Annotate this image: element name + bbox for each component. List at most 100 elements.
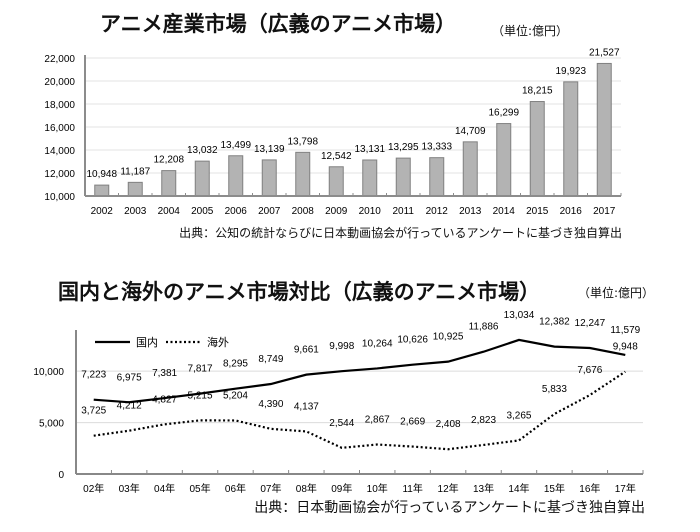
- chart1-unit: （単位:億円）: [492, 24, 569, 38]
- data-label: 9,998: [329, 341, 354, 352]
- x-tick-label: 2017: [593, 206, 616, 217]
- data-label: 4,390: [258, 399, 283, 410]
- bar: [496, 123, 512, 197]
- data-label: 19,923: [555, 66, 586, 77]
- bar: [362, 159, 378, 197]
- x-tick-label: 2014: [493, 206, 516, 217]
- x-tick-label: 2005: [191, 206, 214, 217]
- bar: [295, 151, 311, 197]
- y-tick-label: 22,000: [44, 54, 75, 65]
- x-tick-label: 2011: [392, 206, 414, 217]
- data-label: 8,749: [258, 354, 283, 365]
- data-label: 13,499: [220, 140, 251, 151]
- data-label: 6,975: [117, 372, 142, 383]
- data-label: 7,817: [188, 364, 213, 375]
- x-tick-label: 2016: [560, 206, 583, 217]
- bar: [127, 181, 143, 197]
- data-label: 5,833: [542, 384, 567, 395]
- x-tick-label: 13年: [473, 482, 494, 495]
- legend-overseas-label: 海外: [207, 335, 229, 349]
- x-tick-label: 03年: [119, 482, 140, 495]
- data-label: 9,661: [294, 345, 319, 356]
- chart1-source: 出典：公知の統計ならびに日本動画協会が行っているアンケートに基づき独自算出: [179, 226, 622, 240]
- bar: [395, 157, 411, 197]
- y-tick-label: 16,000: [44, 123, 75, 134]
- x-tick-label: 2010: [359, 206, 382, 217]
- y-tick-label: 12,000: [44, 169, 75, 180]
- y-tick-label: 10,000: [33, 367, 64, 378]
- data-label: 7,676: [577, 365, 602, 376]
- data-label: 16,299: [488, 108, 519, 119]
- data-label: 13,333: [421, 142, 452, 153]
- x-tick-label: 11年: [402, 482, 422, 495]
- y-tick-label: 14,000: [44, 146, 75, 157]
- bar: [596, 62, 612, 197]
- data-label: 10,264: [362, 338, 393, 349]
- data-label: 8,295: [223, 359, 248, 370]
- data-label: 5,215: [188, 390, 213, 401]
- x-tick-label: 2006: [225, 206, 248, 217]
- x-tick-label: 2007: [258, 206, 281, 217]
- bar: [563, 81, 579, 197]
- data-label: 2,669: [400, 417, 425, 428]
- data-label: 13,139: [254, 144, 285, 155]
- data-label: 5,204: [223, 390, 248, 401]
- x-tick-label: 02年: [83, 482, 104, 495]
- chart2-unit: （単位:億円）: [578, 286, 655, 300]
- bar: [462, 141, 478, 197]
- x-tick-label: 14年: [508, 482, 529, 495]
- x-tick-label: 16年: [579, 482, 600, 495]
- bar: [194, 160, 210, 197]
- data-label: 9,948: [613, 342, 638, 353]
- data-label: 13,032: [187, 145, 218, 156]
- chart1-title: アニメ産業市場（広義のアニメ市場）: [100, 12, 457, 36]
- x-tick-label: 2015: [526, 206, 549, 217]
- data-label: 11,886: [469, 322, 499, 333]
- data-label: 13,131: [354, 144, 385, 155]
- bar: [161, 170, 177, 197]
- y-tick-label: 20,000: [44, 77, 75, 88]
- x-tick-label: 15年: [544, 482, 565, 495]
- data-label: 13,798: [287, 136, 318, 147]
- x-tick-label: 06年: [225, 482, 246, 495]
- data-label: 21,527: [589, 47, 620, 58]
- data-label: 4,827: [152, 394, 177, 405]
- bar: [261, 159, 277, 197]
- y-tick-label: 10,000: [44, 192, 75, 203]
- data-label: 11,579: [610, 325, 640, 336]
- data-label: 2,544: [329, 418, 354, 429]
- data-label: 10,626: [397, 335, 428, 346]
- x-tick-label: 09年: [331, 482, 352, 495]
- data-label: 12,382: [539, 317, 570, 328]
- bar: [228, 155, 244, 197]
- x-tick-label: 08年: [296, 482, 317, 495]
- data-label: 18,215: [522, 86, 553, 97]
- x-tick-label: 10年: [367, 482, 388, 495]
- data-label: 10,925: [433, 332, 464, 343]
- data-label: 7,223: [81, 370, 106, 381]
- data-label: 12,208: [153, 155, 184, 166]
- chart2-source: 出典：日本動画協会が行っているアンケートに基づき独自算出: [254, 500, 645, 516]
- data-label: 4,137: [294, 401, 319, 412]
- data-label: 7,381: [152, 368, 177, 379]
- y-tick-label: 18,000: [44, 100, 75, 111]
- legend-domestic-label: 国内: [136, 335, 158, 349]
- y-tick-label: 0: [58, 470, 64, 481]
- data-label: 14,709: [455, 126, 486, 137]
- data-label: 2,823: [471, 415, 496, 426]
- x-tick-label: 2004: [158, 206, 181, 217]
- x-tick-label: 12年: [438, 482, 459, 495]
- x-tick-label: 2012: [426, 206, 449, 217]
- x-tick-label: 2013: [459, 206, 482, 217]
- x-tick-label: 07年: [260, 482, 281, 495]
- data-label: 11,187: [120, 166, 150, 177]
- data-label: 13,034: [504, 310, 535, 321]
- data-label: 10,948: [86, 169, 117, 180]
- data-label: 12,542: [321, 151, 352, 162]
- x-tick-label: 2003: [124, 206, 147, 217]
- data-label: 3,265: [506, 410, 531, 421]
- data-label: 2,867: [365, 415, 390, 426]
- x-tick-label: 17年: [615, 482, 636, 495]
